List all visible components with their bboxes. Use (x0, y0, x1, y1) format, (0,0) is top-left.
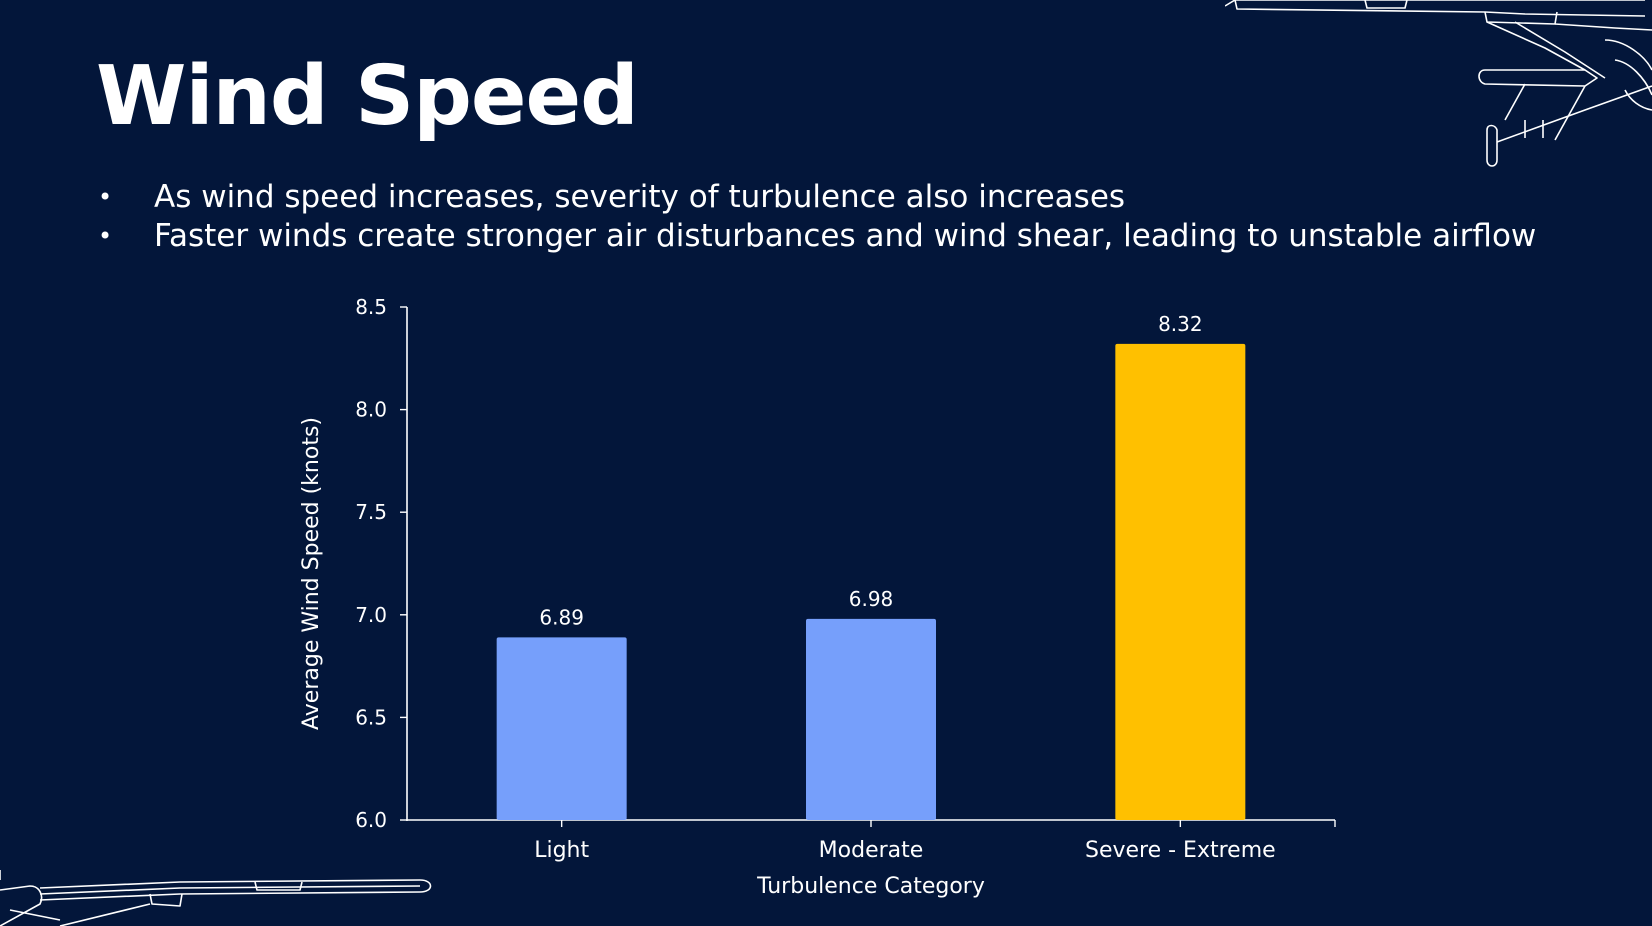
bar (1115, 343, 1246, 820)
y-tick-label: 6.0 (355, 808, 387, 832)
bar (806, 618, 936, 820)
x-tick-label: Light (534, 838, 589, 863)
bullet-text: As wind speed increases, severity of tur… (154, 179, 1126, 215)
y-tick-label: 8.0 (355, 398, 387, 422)
bullet-list: • As wind speed increases, severity of t… (98, 178, 1536, 256)
bullet-dot-icon: • (98, 183, 113, 211)
x-axis-title: Turbulence Category (756, 874, 985, 899)
x-tick-label: Moderate (819, 838, 924, 863)
y-tick-label: 7.0 (355, 603, 387, 627)
x-tick-label: Severe - Extreme (1085, 838, 1276, 863)
bullet-dot-icon: • (98, 222, 113, 250)
bullet-item: • Faster winds create stronger air distu… (98, 217, 1536, 256)
bullet-text: Faster winds create stronger air disturb… (154, 218, 1537, 254)
bar (496, 637, 627, 820)
bullet-item: • As wind speed increases, severity of t… (98, 178, 1536, 217)
y-tick-label: 7.5 (355, 500, 387, 524)
bar-value-label: 8.32 (1158, 312, 1203, 336)
y-tick-label: 6.5 (355, 705, 387, 729)
y-tick-label: 8.5 (355, 295, 387, 319)
wing-outline-icon (0, 870, 432, 926)
bar-value-label: 6.89 (539, 605, 584, 629)
y-axis-title: Average Wind Speed (knots) (299, 417, 324, 730)
bar-value-label: 6.98 (849, 587, 894, 611)
airplane-outline-icon (1225, 0, 1652, 167)
slide-title: Wind Speed (96, 49, 639, 144)
